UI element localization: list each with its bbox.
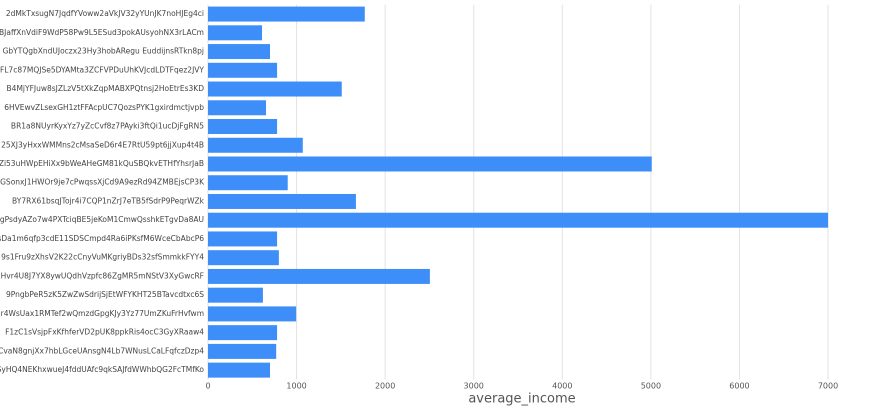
bar	[208, 62, 278, 78]
bar	[208, 250, 279, 266]
x-tick-label: 4000	[552, 382, 572, 391]
y-tick-label: 9s1Fru9zXhsV2K22cCnyVuMKgriyBDs32sfSmmkk…	[1, 253, 204, 262]
y-tick-label: 8gPsdyAZo7w4PXTciqBE5jeKoM1CmwQsshkETgvD…	[0, 215, 204, 224]
y-tick-label: 4sDa1m6qfp3cdE11SDSCmpd4Ra6iPKsfM6WceCbA…	[0, 234, 204, 243]
y-tick-label: Amr4WsUax1RMTef2wQmzdGpgKJy3Yz77UmZKuFrH…	[0, 309, 204, 318]
x-tick-label: 2000	[375, 382, 395, 391]
y-tick-label: 25XJ3yHxxWMMns2cMsaSeD6r4E7RtU59pt6jjXup…	[1, 140, 204, 149]
y-tick-label: FL7c87MQJSe5DYAMta3ZCFVPDuUhKVJcdLDTFqez…	[0, 65, 204, 74]
y-tick-label: GyHQ4NEKhxwueJ4fddUAfc9qkSAJfdWWhbQG2FcT…	[0, 365, 204, 374]
bar	[208, 137, 303, 153]
bar	[208, 175, 288, 191]
bar	[208, 362, 271, 378]
y-tick-label: 6HVEwvZLsexGH1ztFFAcpUC7QozsPYK1gxirdmct…	[4, 103, 204, 112]
y-tick-label: 2dMkTxsugN7JqdfYVoww2aVkJV32yYUnJK7noHJE…	[6, 9, 204, 18]
y-tick-label: 9jHvr4U8J7YX8ywUQdhVzpfc86ZgMR5mNStV3XyG…	[0, 271, 204, 280]
y-tick-label: BY7RX61bsqJTojr4i7CQP1nZrJ7eTB5fSdrP9Peq…	[12, 196, 205, 205]
x-tick-label: 3000	[464, 382, 484, 391]
bar	[208, 343, 277, 359]
bar	[208, 119, 278, 135]
x-tick-label: 0	[205, 382, 210, 391]
x-tick-label: 5000	[641, 382, 661, 391]
bar	[208, 287, 263, 303]
bar	[208, 212, 829, 228]
x-tick-label: 6000	[729, 382, 749, 391]
y-tick-label: GbYTQgbXndUJoczx23Hy3hobARegu EuddijnsRT…	[3, 47, 204, 56]
bar	[208, 231, 278, 247]
x-axis-label: average_income	[468, 392, 575, 407]
y-tick-label: 9PngbPeR5zK5ZwZwSdrijSjEtWFYKHT25BTavcdt…	[6, 290, 204, 299]
y-tick-label: AZi53uHWpEHiXx9bWeAHeGM81kQuSBQkvETHfYhs…	[0, 159, 204, 168]
y-tick-label: GSonxJ1HWOr9je7cPwqssXjCd9A9ezRd94ZMBEjs…	[0, 178, 205, 187]
bar	[208, 100, 267, 116]
y-tick-label: BJaffXnVdiF9WdP58Pw9L5ESud3pokAUsyohNX3r…	[0, 28, 204, 37]
bar	[208, 268, 430, 284]
bar	[208, 193, 356, 209]
bar	[208, 6, 365, 22]
bar	[208, 156, 652, 172]
y-tick-label: CvaN8gnjXx7hbLGceUAnsgN4Lb7WNusLCaLFqfcz…	[0, 346, 204, 355]
bar	[208, 81, 342, 97]
y-tick-label: BR1a8NUyrKyxYz7yZcCvf8z7PAyki3ftQi1ucDjF…	[11, 122, 204, 131]
bar	[208, 25, 263, 41]
y-tick-label: B4MjYFJuw8sJZLzV5tXkZqpMABXPQtnsj2HoEtrE…	[7, 84, 205, 93]
x-tick-label: 1000	[286, 382, 306, 391]
y-tick-label: F1zC1sVsjpFxKfhferVD2pUK8ppkRis4ocC3GyXR…	[5, 328, 204, 337]
bar	[208, 325, 278, 341]
bar	[208, 306, 297, 322]
bar	[208, 44, 271, 60]
x-tick-label: 7000	[818, 382, 838, 391]
